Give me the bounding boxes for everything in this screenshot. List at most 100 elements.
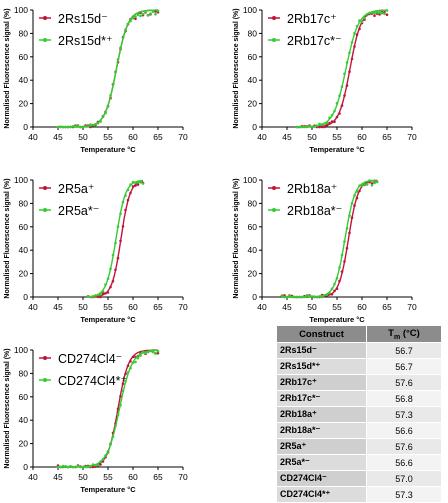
legend: 2Rb17c⁺ 2Rb17c*⁻ — [268, 12, 342, 48]
data-point — [71, 465, 75, 469]
data-point — [129, 19, 132, 23]
data-point — [69, 464, 72, 468]
data-point — [146, 14, 150, 17]
data-point — [149, 349, 152, 353]
data-point — [91, 465, 95, 469]
data-point — [121, 36, 125, 39]
data-point — [131, 16, 135, 20]
legend-label: 2Rb18a⁺ — [287, 182, 337, 196]
legend-marker — [43, 378, 47, 382]
data-point — [363, 183, 366, 186]
data-point — [355, 33, 359, 36]
data-point — [131, 355, 135, 359]
legend-label: 2Rb17c*⁻ — [287, 34, 342, 48]
data-point — [106, 104, 110, 108]
data-point — [350, 57, 354, 61]
y-tick-label: 20 — [248, 99, 258, 109]
y-tick-label: 100 — [243, 5, 257, 15]
data-point — [61, 464, 65, 468]
data-point — [96, 295, 100, 299]
x-tick-label: 45 — [53, 302, 63, 312]
data-point — [343, 240, 346, 243]
chart-panel-1: 0 20 40 60 80 100 40 45 50 55 60 65 70 Temperature °C… — [4, 5, 188, 154]
data-point — [131, 180, 135, 184]
data-point — [79, 125, 82, 129]
data-point — [300, 125, 304, 129]
data-point — [323, 125, 326, 129]
legend-marker — [272, 16, 276, 20]
data-point — [76, 464, 80, 468]
data-point — [353, 194, 356, 197]
series-line — [58, 9, 158, 128]
data-point — [96, 463, 100, 467]
data-point — [348, 51, 351, 55]
data-point — [373, 181, 376, 185]
legend-label: 2Rb18a*⁻ — [287, 204, 342, 218]
data-point — [129, 191, 132, 195]
data-point — [370, 182, 374, 185]
y-tick-label: 60 — [248, 222, 258, 232]
table-row: CD274Cl4*⁺ 57.3 — [276, 486, 442, 503]
data-point — [340, 104, 344, 107]
data-point — [335, 115, 339, 119]
data-point — [288, 294, 291, 297]
chart-panel-5: 0 20 40 60 80 100 40 45 50 55 60 65 70 Temperature °C… — [4, 345, 188, 494]
data-point — [375, 11, 379, 14]
series-1 — [280, 179, 379, 299]
tm-cell: 56.7 — [366, 358, 442, 375]
tm-cell: 56.8 — [366, 390, 442, 407]
legend-label: CD274Cl4*⁺ — [58, 374, 127, 388]
data-point — [121, 389, 125, 393]
y-tick-label: 0 — [23, 462, 28, 472]
x-tick-label: 40 — [28, 472, 38, 482]
data-point — [290, 295, 294, 299]
y-axis-label: Normalised Fluorescence signal (%) — [4, 178, 11, 298]
data-point — [358, 184, 361, 187]
data-point — [370, 11, 374, 14]
data-point — [116, 225, 120, 228]
data-point — [373, 14, 376, 17]
data-point — [66, 465, 70, 469]
data-point — [104, 292, 107, 295]
data-point — [295, 125, 299, 129]
data-point — [131, 185, 135, 188]
x-tick-label: 55 — [103, 472, 113, 482]
construct-cell: 2Rs15d⁻ — [276, 342, 367, 359]
data-point — [114, 70, 117, 74]
legend-label: 2R5a*⁻ — [58, 204, 99, 218]
x-axis-label: Temperature °C — [80, 485, 136, 494]
data-point — [109, 285, 112, 289]
data-point — [126, 198, 130, 202]
construct-cell: 2Rb17c⁺ — [276, 374, 367, 391]
data-point — [370, 183, 374, 187]
data-point — [368, 179, 371, 182]
data-point — [303, 125, 306, 129]
data-point — [126, 364, 130, 368]
table-row: 2Rb17c⁺ 57.6 — [276, 374, 442, 391]
table-row: 2Rb18a⁺ 57.3 — [276, 406, 442, 423]
data-point — [116, 413, 120, 416]
data-point — [298, 125, 301, 129]
data-point — [305, 294, 309, 297]
construct-header: Construct — [276, 325, 367, 343]
data-point — [124, 208, 127, 212]
data-point — [121, 200, 125, 204]
data-point — [109, 94, 112, 97]
data-point — [64, 125, 67, 129]
y-tick-label: 80 — [19, 368, 29, 378]
chart-panel-2: 0 20 40 60 80 100 40 45 50 55 60 65 70 Temperature °C… — [233, 5, 417, 154]
data-point — [124, 194, 127, 197]
x-tick-label: 55 — [332, 132, 342, 142]
y-tick-label: 100 — [14, 5, 28, 15]
construct-cell: CD274Cl4⁻ — [276, 470, 367, 487]
data-point — [141, 182, 145, 185]
data-point — [325, 293, 329, 296]
legend-label: 2Rs15d*⁺ — [58, 34, 113, 48]
series-line — [297, 9, 388, 128]
data-point — [363, 16, 366, 20]
y-tick-label: 60 — [19, 222, 29, 232]
data-point — [59, 465, 62, 469]
legend: 2R5a⁺ 2R5a*⁻ — [39, 182, 99, 218]
y-tick-label: 20 — [19, 269, 29, 279]
data-point — [89, 295, 92, 299]
